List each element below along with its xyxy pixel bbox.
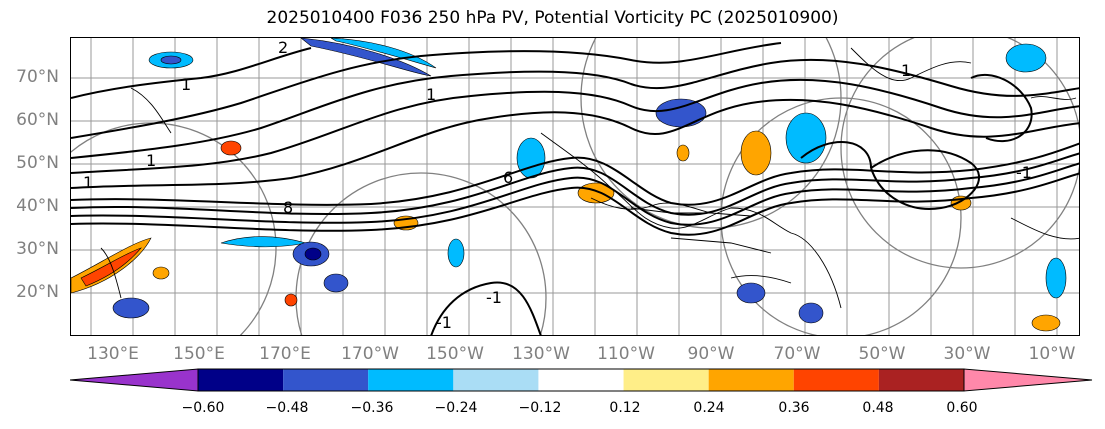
lon-label: 90°W <box>687 344 735 364</box>
lat-label-30n: 30°N <box>16 239 59 259</box>
lon-label: 150°W <box>426 344 484 364</box>
colorbar-cell <box>793 369 879 391</box>
lon-label: 170°W <box>341 344 399 364</box>
lon-label: 70°W <box>773 344 821 364</box>
colorbar-tick-label: −0.48 <box>265 400 309 416</box>
colorbar-tick-label: 0.36 <box>778 400 810 416</box>
lon-label: 10°W <box>1028 344 1076 364</box>
lat-label-70n: 70°N <box>16 67 59 87</box>
contour-label: -1 <box>1016 163 1032 182</box>
lat-label-20n: 20°N <box>16 282 59 302</box>
contour-label: 1 <box>83 173 93 192</box>
colorbar-tick-label: −0.24 <box>434 400 478 416</box>
colorbar-cell <box>283 369 369 391</box>
colorbar-cell <box>368 369 454 391</box>
contour-label: 1 <box>901 61 911 80</box>
contour-label: 2 <box>278 38 288 57</box>
contour-label: 1 <box>181 75 191 94</box>
colorbar-cell <box>453 369 539 391</box>
colorbar-tick-label: −0.12 <box>518 400 562 416</box>
map-title: 2025010400 F036 250 hPa PV, Potential Vo… <box>266 8 839 28</box>
colorbar-tick-label: −0.60 <box>181 400 225 416</box>
lon-label: 110°W <box>597 344 655 364</box>
colorbar-cell <box>708 369 794 391</box>
contour-labels: 2 1 1 1 1 1 -1 6 8 -1 -1 <box>83 38 1032 332</box>
lon-label: 50°W <box>858 344 906 364</box>
lon-label: 170°E <box>259 344 311 364</box>
colorbar-border <box>197 368 965 392</box>
contour-label: 1 <box>426 85 436 104</box>
pv-map: 2 1 1 1 1 1 -1 6 8 -1 -1 <box>71 38 1079 335</box>
colorbar-cell <box>538 369 624 391</box>
negative-pv-fills <box>112 38 1067 324</box>
contour-label: 6 <box>503 168 513 187</box>
lat-label-40n: 40°N <box>16 196 59 216</box>
colorbar-tick-label: 0.48 <box>862 400 894 416</box>
contour-label: -1 <box>436 313 452 332</box>
lat-label-60n: 60°N <box>16 110 59 130</box>
lon-label: 150°E <box>173 344 225 364</box>
colorbar-tick-label: 0.60 <box>946 400 978 416</box>
colorbar-tick-label: 0.12 <box>609 400 641 416</box>
colorbar-tick-label: −0.36 <box>350 400 394 416</box>
lon-label: 30°W <box>943 344 991 364</box>
positive-pv-fills <box>71 130 1061 332</box>
colorbar-cell <box>198 369 284 391</box>
lon-label: 130°E <box>87 344 139 364</box>
contour-label: -1 <box>486 288 502 307</box>
colorbar-cell <box>878 369 964 391</box>
colorbar-cell <box>623 369 709 391</box>
contour-label: 1 <box>146 151 156 170</box>
lon-label: 130°W <box>512 344 570 364</box>
pv-map-panel: 2 1 1 1 1 1 -1 6 8 -1 -1 <box>70 37 1080 336</box>
colorbar-cells <box>70 368 1093 392</box>
coastlines <box>100 47 1079 309</box>
colorbar-extend-max <box>963 368 1093 392</box>
pv-contours <box>71 42 1079 335</box>
colorbar-tick-label: 0.24 <box>693 400 725 416</box>
lat-label-50n: 50°N <box>16 153 59 173</box>
colorbar <box>70 368 1093 392</box>
colorbar-extend-min <box>70 368 199 392</box>
contour-label: 8 <box>283 198 293 217</box>
